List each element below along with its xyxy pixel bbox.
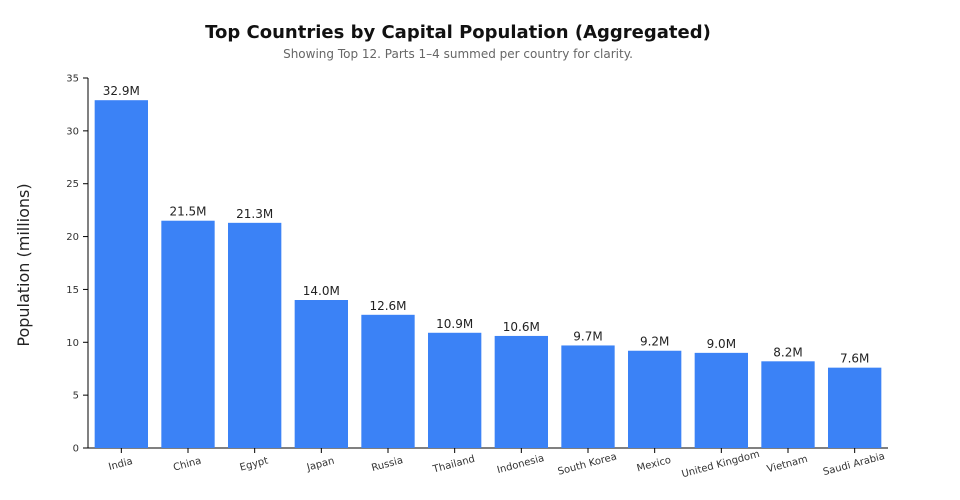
bar [294,300,348,448]
y-tick-label: 35 [66,74,79,85]
data-label: 9.0M [707,337,736,351]
y-tick-label: 20 [66,232,79,243]
x-axis: India China Egypt Japan Russia Thailand Indone… [88,447,888,480]
bar [428,332,482,448]
bar [494,335,548,448]
x-tick-label: South Korea [557,451,618,477]
data-label: 21.3M [236,207,273,221]
data-label: 8.2M [773,345,802,359]
x-tick-label: Vietnam [766,454,809,475]
x-tick-label: Egypt [239,456,270,474]
data-label: 9.2M [640,335,669,349]
data-label: 21.5M [169,205,206,219]
bar [361,314,415,448]
y-tick-label: 5 [73,391,79,402]
data-label: 10.9M [436,317,473,331]
bar [628,350,682,448]
data-label: 7.6M [840,352,869,366]
x-tick-label: Thailand [431,454,476,476]
x-tick-label: Saudi Arabia [822,451,886,478]
y-axis: 0 5 10 15 20 25 30 35 [66,74,89,455]
x-tick-label: Indonesia [496,453,546,476]
data-label: 9.7M [573,329,602,343]
x-tick-label: Japan [305,456,336,474]
y-tick-label: 25 [66,179,79,190]
data-label: 32.9M [103,84,140,98]
bars [94,100,882,448]
chart-subtitle: Showing Top 12. Parts 1–4 summed per cou… [283,47,633,61]
bar [228,222,282,448]
x-tick-label: United Kingdom [680,449,760,480]
data-label: 12.6M [369,299,406,313]
bar [828,367,882,448]
x-tick-label: China [172,456,202,474]
y-tick-label: 10 [66,338,79,349]
bar [694,352,748,448]
data-label: 14.0M [303,284,340,298]
data-label: 10.6M [503,320,540,334]
bar [94,100,148,448]
chart-title: Top Countries by Capital Population (Agg… [205,22,711,43]
bar [761,361,815,448]
y-tick-label: 15 [66,285,79,296]
y-tick-label: 0 [73,444,79,455]
y-tick-label: 30 [66,126,79,137]
y-axis-label: Population (millions) [14,183,33,346]
x-tick-label: Mexico [636,455,673,475]
data-labels: 32.9M 21.5M 21.3M 14.0M 12.6M 10.9M 10.6M 9.7M 9… [103,84,870,365]
bar [561,345,615,448]
x-tick-label: India [107,456,134,473]
x-tick-label: Russia [370,455,404,474]
bar [161,220,215,448]
